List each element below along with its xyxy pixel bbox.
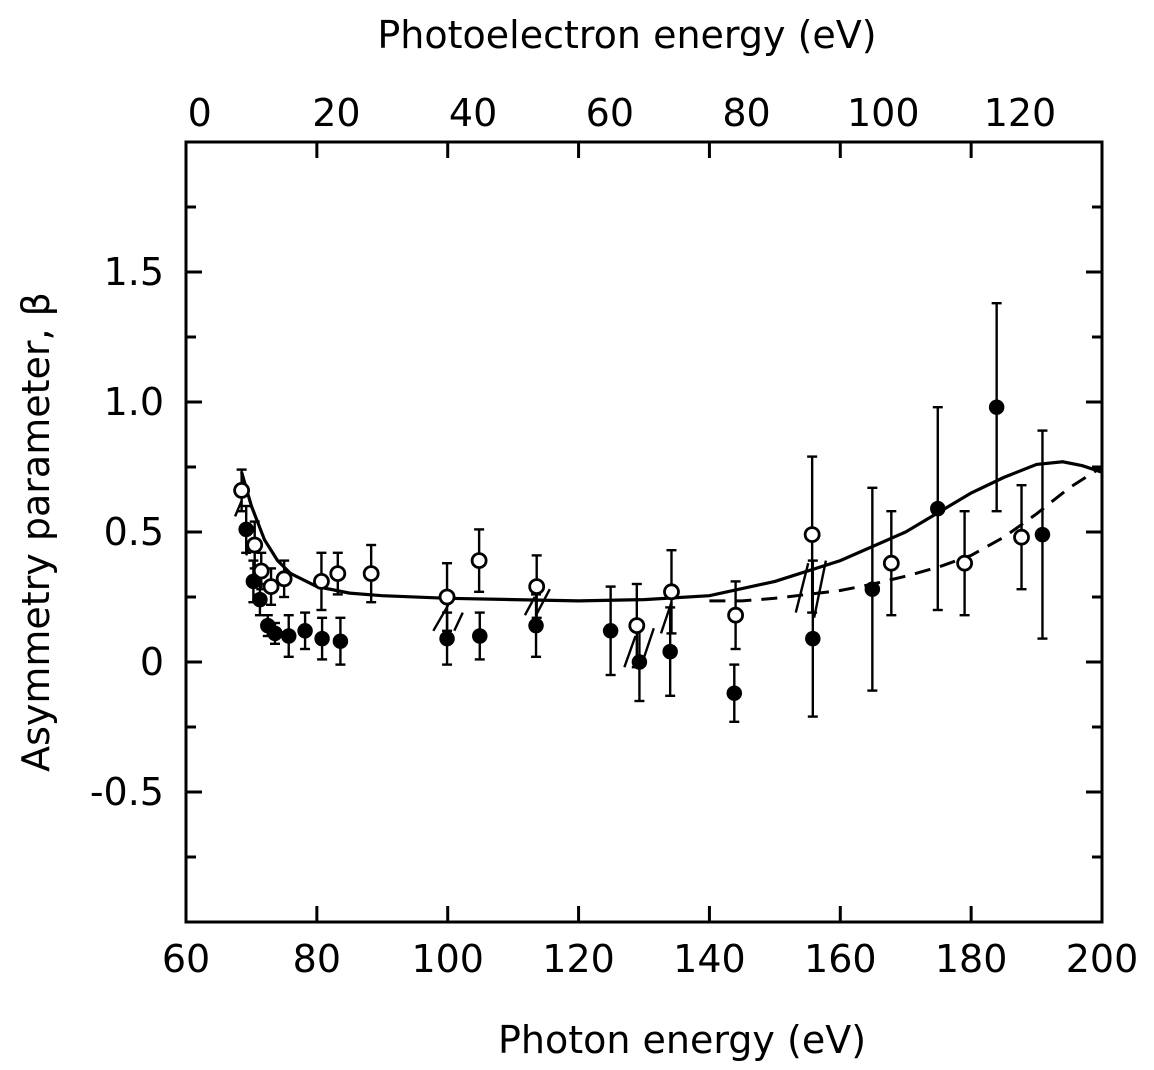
filled-circle-point	[528, 617, 544, 634]
x-tick-label: 100	[411, 937, 484, 981]
filled-circle-point	[805, 630, 821, 647]
open-circle-point	[663, 583, 680, 601]
y-tick-label: 0.5	[104, 510, 164, 554]
y-tick-label: 1.0	[104, 380, 164, 424]
open-circle-point	[803, 526, 821, 543]
filled-circle-point	[314, 630, 330, 647]
x-tick-label: 60	[162, 937, 210, 981]
y-tick-label: -0.5	[90, 770, 164, 814]
filled-circle-point	[930, 500, 946, 517]
filled-circle-point	[864, 581, 881, 597]
connector-line	[523, 596, 536, 616]
open-circle-point	[262, 578, 280, 595]
top-axis-tick-label: 80	[722, 91, 770, 135]
x-tick-label: 200	[1066, 937, 1139, 981]
x-axis-title: Photon energy (eV)	[498, 1018, 866, 1062]
top-axis-tick-label: 60	[586, 91, 634, 135]
connector-line	[812, 560, 828, 619]
open-circle-point	[528, 578, 546, 595]
filled-circle-point	[1034, 526, 1051, 543]
top-axis-tick-label: 20	[312, 91, 360, 135]
connector-line	[794, 562, 810, 613]
top-axis-tick-label: 40	[449, 91, 497, 135]
x-tick-label: 120	[542, 937, 615, 981]
connector-line	[623, 635, 637, 668]
connector-line	[534, 588, 551, 616]
open-circle-point	[628, 617, 646, 634]
x-tick-label: 80	[293, 937, 341, 981]
filled-circle-point	[662, 643, 678, 660]
open-circle-point	[727, 606, 744, 624]
x-tick-label: 180	[935, 937, 1008, 981]
open-circle-point	[275, 570, 293, 588]
connector-line	[453, 612, 464, 632]
x-tick-label: 140	[673, 937, 746, 981]
top-axis-tick-label: 120	[984, 91, 1057, 135]
filled-circle-point	[280, 628, 297, 644]
filled-circle-point	[252, 591, 268, 608]
open-circle-point	[252, 562, 270, 580]
top-axis-tick-label: 100	[847, 91, 920, 135]
x-tick-label: 160	[804, 937, 877, 981]
filled-circle-point	[332, 633, 349, 649]
open-circle-point	[438, 588, 456, 606]
dashed-curve	[709, 465, 1103, 603]
filled-circle-point	[439, 630, 455, 647]
open-circle-point	[956, 554, 973, 572]
open-circle-point	[1013, 528, 1030, 546]
filled-circle-point	[245, 573, 262, 590]
open-circle-point	[362, 565, 380, 582]
y-tick-label: 0	[140, 640, 164, 684]
open-circle-point	[246, 536, 264, 554]
open-circle-point	[313, 573, 330, 590]
open-circle-point	[882, 554, 900, 572]
open-circle-point	[329, 565, 347, 582]
y-tick-label: 1.5	[104, 250, 164, 294]
filled-circle-point	[472, 628, 488, 644]
filled-circle-point	[297, 623, 313, 639]
filled-circle-point	[238, 521, 254, 538]
top-axis-title: Photoelectron energy (eV)	[377, 13, 876, 57]
filled-circle-point	[988, 399, 1005, 415]
top-axis-tick-label: 0	[188, 91, 212, 135]
filled-circle-point	[267, 625, 283, 642]
y-axis-title: Asymmetry parameter, β	[14, 292, 58, 772]
open-circle-point	[233, 481, 251, 499]
filled-circle-point	[602, 623, 619, 639]
open-circle-point	[470, 552, 488, 569]
filled-circle-point	[726, 685, 743, 701]
filled-circle-point	[631, 654, 648, 670]
